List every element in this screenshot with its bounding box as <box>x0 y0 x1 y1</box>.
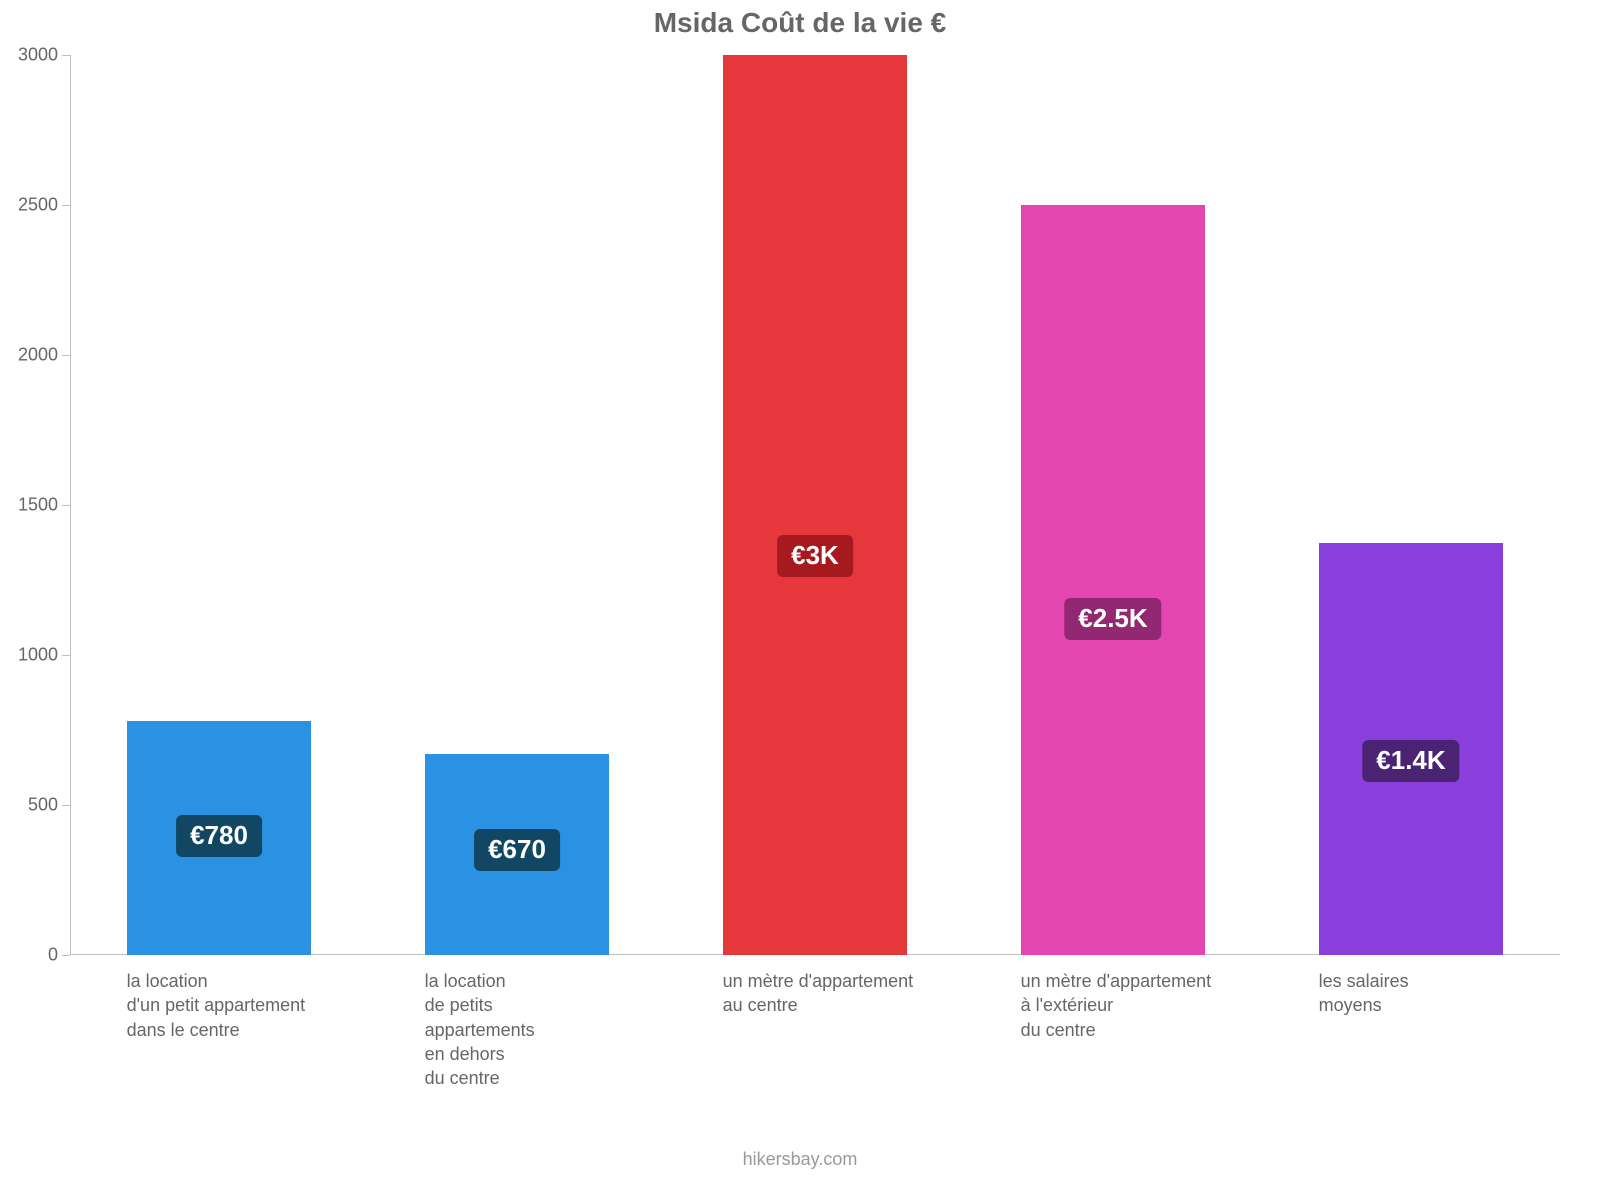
y-tick-label: 0 <box>48 945 70 966</box>
x-category-label: un mètre d'appartement au centre <box>723 955 968 1018</box>
y-tick-label: 2000 <box>18 345 70 366</box>
y-tick-label: 1500 <box>18 495 70 516</box>
x-category-label: un mètre d'appartement à l'extérieur du … <box>1021 955 1266 1042</box>
x-category-label: la location d'un petit appartement dans … <box>127 955 372 1042</box>
cost-of-living-bar-chart: Msida Coût de la vie € €780€670€3K€2.5K€… <box>0 0 1600 1200</box>
y-tick-label: 500 <box>28 795 70 816</box>
bar: €1.4K <box>1319 543 1504 956</box>
bar: €670 <box>425 754 610 955</box>
bar-value-badge: €1.4K <box>1362 740 1459 782</box>
bar-value-badge: €2.5K <box>1064 598 1161 640</box>
plot-region: €780€670€3K€2.5K€1.4K 050010001500200025… <box>70 55 1560 955</box>
attribution-text: hikersbay.com <box>743 1149 858 1170</box>
x-category-label: la location de petits appartements en de… <box>425 955 670 1090</box>
x-category-label: les salaires moyens <box>1319 955 1564 1018</box>
bar-value-badge: €3K <box>777 535 853 577</box>
bar-value-badge: €670 <box>474 829 560 871</box>
chart-title: Msida Coût de la vie € <box>0 6 1600 40</box>
bar-value-badge: €780 <box>176 815 262 857</box>
bar: €2.5K <box>1021 205 1206 955</box>
y-tick-label: 2500 <box>18 195 70 216</box>
bar: €780 <box>127 721 312 955</box>
y-tick-label: 3000 <box>18 45 70 66</box>
y-tick-label: 1000 <box>18 645 70 666</box>
bars-layer: €780 €670 €3K €2.5K €1.4K <box>70 55 1560 955</box>
bar: €3K <box>723 55 908 955</box>
